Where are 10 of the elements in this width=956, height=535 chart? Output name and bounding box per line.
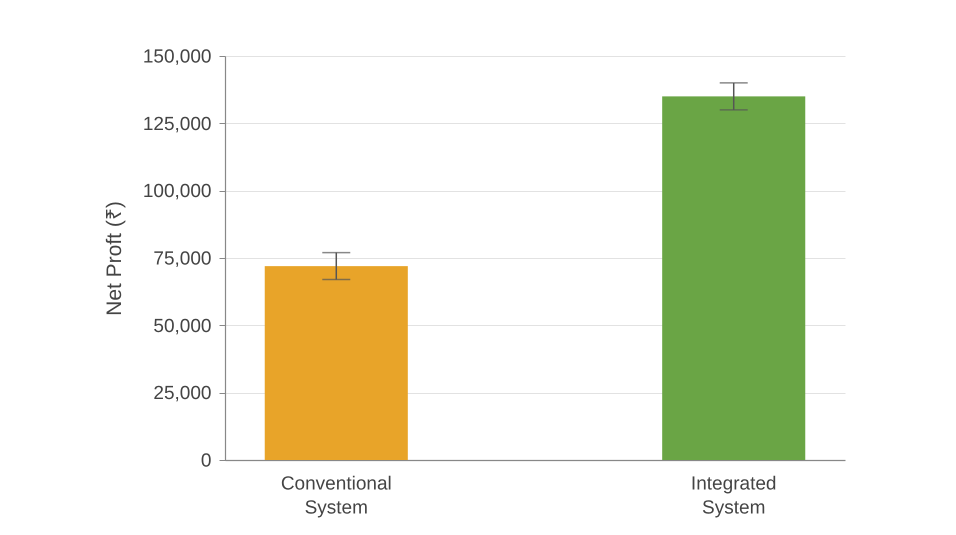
y-tick-label: 125,000 bbox=[142, 114, 212, 135]
y-tick-label: 100,000 bbox=[142, 181, 212, 202]
y-tick-label: 75,000 bbox=[153, 248, 212, 270]
y-tick-label: 150,000 bbox=[142, 46, 212, 68]
x-tick-label: Integrated System bbox=[690, 474, 777, 518]
x-tick-label: Conventional System bbox=[280, 474, 392, 518]
y-tick-label: 50,000 bbox=[153, 316, 212, 337]
y-axis-title: Net Proft (₹) bbox=[102, 201, 126, 316]
y-tick-label: 25,000 bbox=[153, 383, 212, 404]
y-tick-label: 0 bbox=[200, 450, 212, 472]
